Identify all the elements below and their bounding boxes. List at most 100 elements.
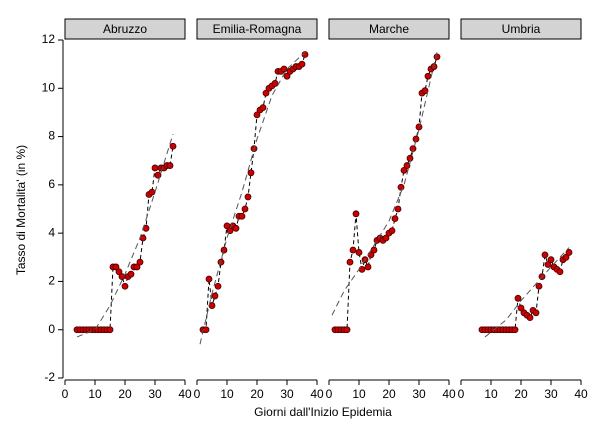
point	[433, 53, 441, 61]
point	[238, 212, 246, 220]
point	[136, 258, 144, 266]
x-tick-label: 10	[352, 387, 366, 401]
x-tick-label: 0	[194, 387, 201, 401]
trend-line	[331, 51, 438, 316]
strip	[196, 18, 318, 40]
point	[166, 162, 174, 169]
point	[526, 314, 534, 322]
point	[406, 154, 414, 162]
x-tick-label: 20	[250, 387, 264, 401]
point	[349, 246, 357, 254]
point	[154, 171, 162, 179]
point	[565, 249, 573, 256]
point	[271, 80, 279, 87]
point	[544, 261, 552, 268]
y-tick-label: 0	[48, 322, 55, 336]
x-axis-label: Giorni dall'Inizio Epidemia	[254, 405, 392, 419]
point	[394, 205, 402, 213]
x-tick-label: 40	[574, 387, 588, 401]
point	[106, 326, 114, 334]
data-line	[335, 56, 438, 331]
point	[352, 210, 360, 218]
x-tick-label: 20	[118, 387, 132, 401]
x-tick-label: 0	[458, 387, 465, 401]
panel-title: Abruzzo	[103, 22, 147, 36]
point	[133, 263, 141, 271]
point	[241, 205, 249, 213]
strip	[328, 18, 450, 40]
point	[421, 87, 429, 95]
y-tick-label: 6	[48, 177, 55, 191]
x-tick-label: 0	[326, 387, 333, 401]
point	[388, 227, 396, 235]
point	[253, 111, 261, 119]
x-tick-label: 10	[88, 387, 102, 401]
point	[364, 263, 372, 271]
point	[208, 302, 216, 309]
point	[220, 246, 228, 254]
point	[280, 65, 288, 73]
x-tick-label: 30	[280, 387, 294, 401]
point	[121, 282, 129, 290]
y-tick-label: 12	[42, 32, 56, 46]
point	[151, 164, 159, 172]
x-tick-label: 0	[62, 387, 69, 401]
point	[424, 72, 432, 80]
point	[169, 142, 177, 150]
point	[346, 258, 354, 266]
point	[247, 169, 255, 177]
point	[259, 104, 267, 111]
strip	[64, 18, 186, 40]
x-tick-label: 10	[484, 387, 498, 401]
x-tick-label: 30	[148, 387, 162, 401]
panel-title: Marche	[369, 22, 409, 36]
point	[244, 193, 252, 201]
point	[298, 60, 306, 68]
point	[532, 309, 540, 317]
point	[403, 162, 411, 169]
x-tick-label: 20	[382, 387, 396, 401]
point	[217, 258, 225, 266]
y-tick-label: 8	[48, 129, 55, 143]
point	[127, 270, 135, 278]
x-tick-label: 20	[514, 387, 528, 401]
point	[514, 294, 522, 302]
y-tick-label: 2	[48, 274, 55, 288]
point	[400, 166, 408, 174]
panel-title: Umbria	[502, 22, 541, 36]
point	[541, 251, 549, 259]
x-tick-label: 30	[544, 387, 558, 401]
point	[355, 249, 363, 256]
trend-line	[199, 51, 306, 345]
point	[397, 183, 405, 191]
point	[391, 215, 399, 223]
point	[535, 282, 543, 290]
panel-title: Emilia-Romagna	[213, 22, 302, 36]
point	[562, 253, 570, 261]
point	[370, 246, 378, 254]
point	[232, 224, 240, 232]
x-tick-label: 10	[220, 387, 234, 401]
x-tick-label: 40	[178, 387, 192, 401]
y-tick-label: -2	[44, 370, 55, 384]
point	[115, 268, 123, 276]
point	[283, 72, 291, 80]
point	[415, 123, 423, 131]
trend-line	[484, 247, 570, 338]
point	[343, 326, 351, 334]
point	[262, 89, 270, 97]
point	[556, 268, 564, 276]
point	[511, 326, 519, 334]
point	[211, 292, 219, 300]
y-tick-label: 4	[48, 225, 55, 239]
x-tick-label: 40	[310, 387, 324, 401]
y-tick-label: 10	[42, 80, 56, 94]
point	[205, 275, 213, 283]
point	[148, 188, 156, 196]
x-tick-label: 40	[442, 387, 456, 401]
point	[382, 234, 390, 242]
trend-line	[76, 134, 174, 338]
point	[112, 263, 120, 271]
strip	[460, 18, 582, 40]
